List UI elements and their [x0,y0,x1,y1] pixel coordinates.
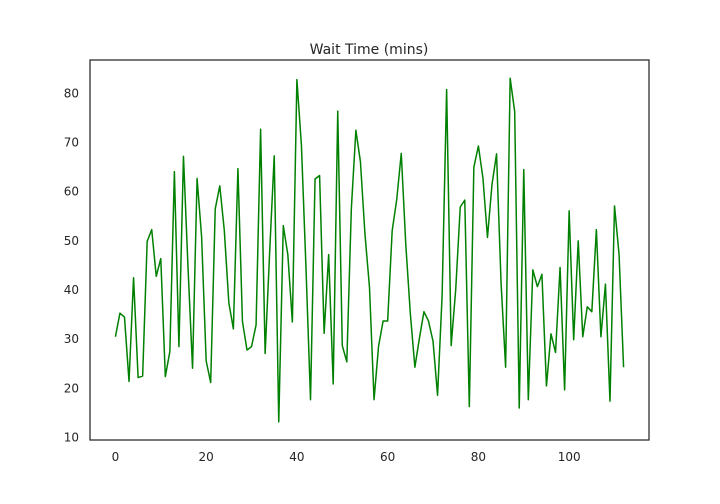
y-tick-label: 20 [64,381,79,395]
x-tick-label: 60 [380,450,395,464]
y-tick-label: 80 [64,86,79,100]
y-tick-label: 30 [64,332,79,346]
y-tick-label: 10 [64,431,79,445]
y-tick-label: 60 [64,185,79,199]
series-line-0 [114,77,625,423]
plot-frame [89,59,650,441]
chart-title: Wait Time (mins) [310,42,429,58]
x-tick-label: 40 [289,450,304,464]
y-tick-label: 50 [64,234,79,248]
y-tick-label: 40 [64,283,79,297]
x-tick-label: 100 [558,450,581,464]
x-tick-label: 80 [471,450,486,464]
y-tick-label: 70 [64,136,79,150]
x-tick-label: 20 [199,450,214,464]
x-tick-label: 0 [112,450,120,464]
plot-area: 0 20 40 60 80 100 10 20 30 40 50 60 70 80 [64,59,650,464]
